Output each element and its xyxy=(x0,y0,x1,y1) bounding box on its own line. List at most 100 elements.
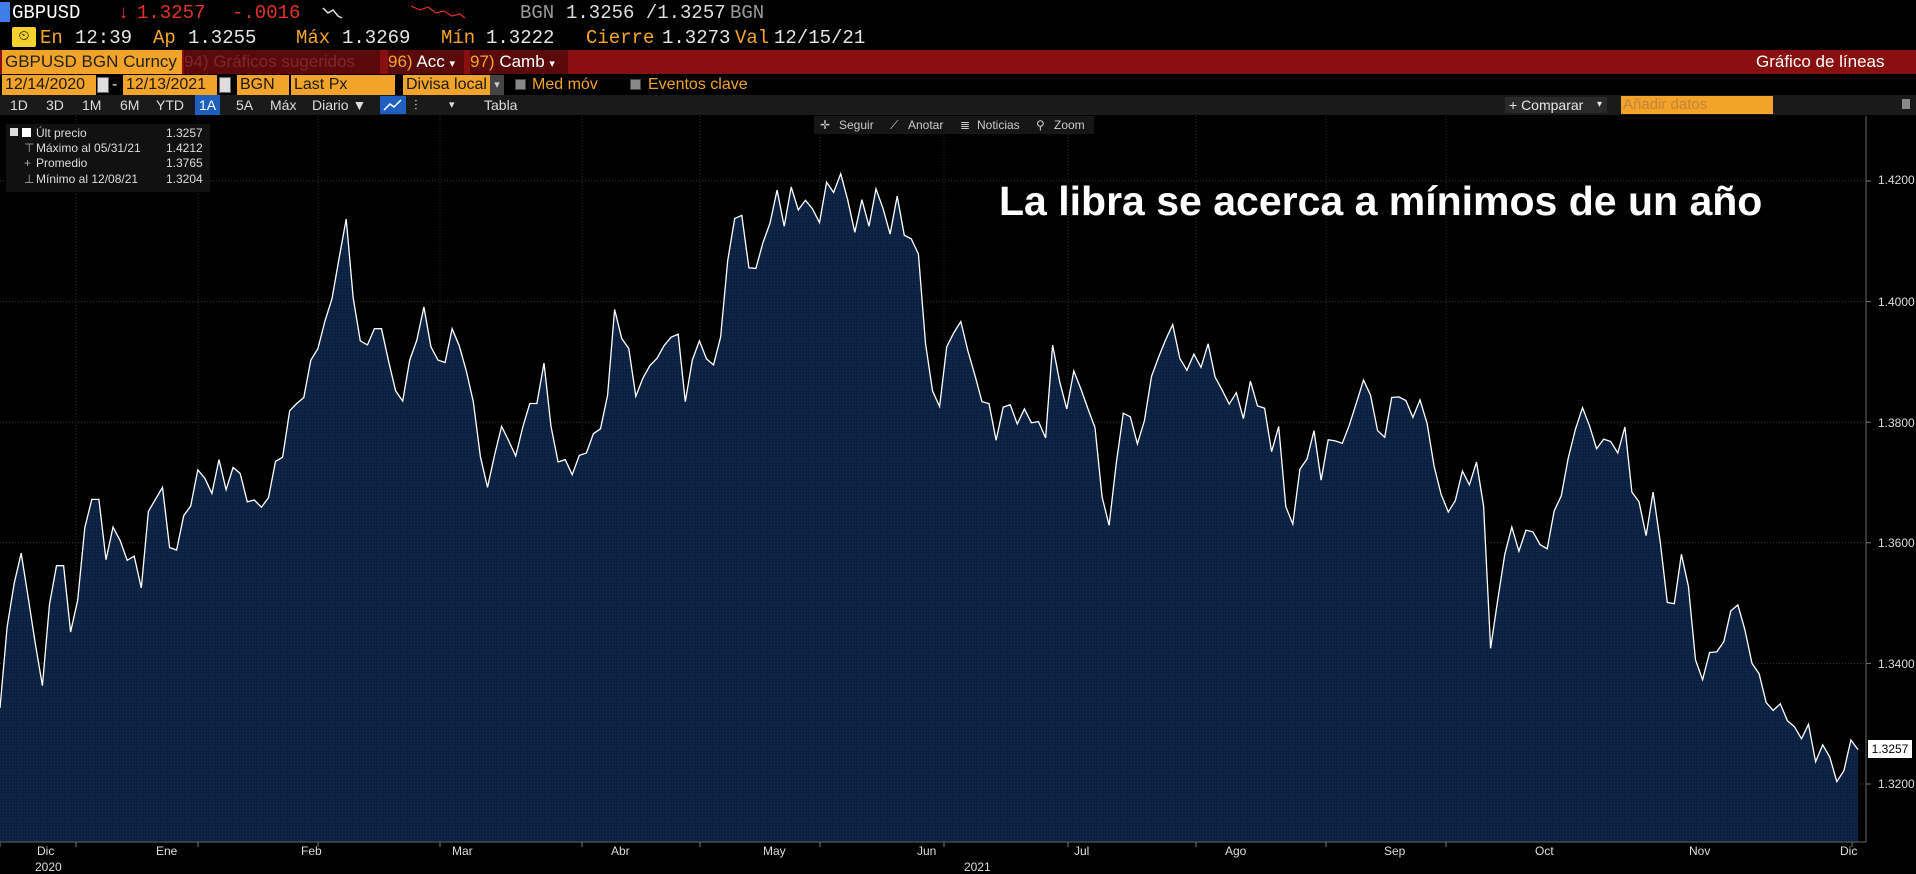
suggested-number: 94) xyxy=(184,52,209,71)
x-tick-label: Ene xyxy=(156,844,178,858)
line-chart-icon[interactable] xyxy=(380,96,406,114)
actions-number: 96) xyxy=(388,52,413,71)
chevron-down-icon[interactable]: ▾ xyxy=(490,75,504,95)
period-1d[interactable]: 1D xyxy=(10,97,28,113)
legend-max-label: Máximo al 05/31/21 xyxy=(36,141,141,155)
price-down-arrow-icon: ↓ xyxy=(118,2,130,24)
period-5a[interactable]: 5A xyxy=(236,97,254,113)
bar-chart-icon[interactable]: ⫶ xyxy=(414,97,418,113)
security-color-marker xyxy=(0,2,10,22)
start-date-field[interactable]: 12/14/2020 xyxy=(2,75,96,95)
add-data-input[interactable]: Añadir datos xyxy=(1621,96,1773,114)
chevron-down-icon: ▾ xyxy=(549,58,555,70)
search-icon[interactable]: ⚲ xyxy=(1036,118,1045,132)
news-icon[interactable]: ≣ xyxy=(960,118,971,132)
close-value: 1.3273 xyxy=(662,27,731,49)
suggested-label: Gráficos sugeridos xyxy=(213,52,356,71)
compare-button[interactable]: + Comparar ▾ xyxy=(1505,97,1607,113)
legend-avg-value: 1.3765 xyxy=(166,156,203,170)
close-label: Cierre xyxy=(586,27,655,49)
calendar-icon[interactable] xyxy=(97,77,109,93)
period-1m[interactable]: 1M xyxy=(82,97,102,113)
date-separator: - xyxy=(112,76,118,93)
end-date-field[interactable]: 12/13/2021 xyxy=(123,75,217,95)
source-field[interactable]: BGN xyxy=(237,75,289,95)
y-tick-label: 1.3200 xyxy=(1878,777,1915,791)
val-label: Val xyxy=(735,27,770,49)
pencil-icon[interactable]: ⟋ xyxy=(890,118,899,132)
security-field[interactable]: GBPUSD BGN Curncy xyxy=(2,50,182,74)
intraday-sparkline-icon xyxy=(322,7,343,19)
x-year-label: 2021 xyxy=(964,860,991,874)
x-tick-label: Abr xyxy=(611,844,630,858)
period-3d[interactable]: 3D xyxy=(46,97,64,113)
zoom-button[interactable]: Zoom xyxy=(1054,118,1085,132)
y-tick-label: 1.4000 xyxy=(1878,295,1915,309)
ticker-symbol[interactable]: GBPUSD xyxy=(12,2,81,24)
time-label: En xyxy=(40,27,63,49)
news-button[interactable]: Noticias xyxy=(977,118,1020,132)
y-tick-label: 1.3400 xyxy=(1878,657,1915,671)
legend-min-value: 1.3204 xyxy=(166,172,203,186)
chart-legend: Últ precio 1.3257 ⊤ Máximo al 05/31/21 1… xyxy=(6,124,210,192)
ticker-bar: GBPUSD ↓ 1.3257 -.0016 BGN 1.3256 /1.325… xyxy=(0,0,1916,26)
x-tick-label: Mar xyxy=(452,844,473,858)
currency-select[interactable]: Divisa local xyxy=(403,75,501,95)
x-tick-label: Sep xyxy=(1384,844,1406,858)
legend-min-label: Mínimo al 12/08/21 xyxy=(36,172,139,186)
key-events-label: Eventos clave xyxy=(648,76,748,93)
x-tick-label: Oct xyxy=(1535,844,1554,858)
price-chart[interactable] xyxy=(0,116,1916,874)
function-menubar: GBPUSD BGN Curncy 94) Gráficos sugeridos… xyxy=(0,50,1916,74)
annotate-button[interactable]: Anotar xyxy=(908,118,944,132)
actions-label: Acc xyxy=(416,52,445,71)
x-tick-label: May xyxy=(763,844,786,858)
x-tick-label: Feb xyxy=(301,844,322,858)
intraday-sparkline-red xyxy=(410,5,466,19)
period-max[interactable]: Máx xyxy=(270,97,297,113)
legend-collapse-icon[interactable] xyxy=(10,128,18,136)
low-marker-icon: ⊥ xyxy=(24,172,35,186)
chevron-down-icon: ▾ xyxy=(1597,99,1603,110)
x-tick-label: Jul xyxy=(1074,844,1090,858)
chart-canvas xyxy=(0,116,1871,847)
time-value: 12:39 xyxy=(75,27,133,49)
realtime-icon: ⏲ xyxy=(12,27,36,47)
last-price-tag: 1.3257 xyxy=(1868,740,1912,758)
period-1a[interactable]: 1A xyxy=(195,95,221,115)
x-tick-label: Jun xyxy=(917,844,937,858)
period-6m[interactable]: 6M xyxy=(120,97,140,113)
suggested-charts-menu[interactable]: 94) Gráficos sugeridos xyxy=(184,50,380,74)
change-number: 97) xyxy=(470,52,495,71)
x-tick-label: Dic xyxy=(37,844,55,858)
calendar-icon[interactable] xyxy=(219,77,231,93)
open-value: 1.3255 xyxy=(188,27,257,49)
price-line xyxy=(0,171,1859,784)
source-label-2: BGN xyxy=(730,2,765,24)
high-label: Máx xyxy=(296,27,331,49)
chevron-down-icon: ▾ xyxy=(449,58,455,70)
price-change: -.0016 xyxy=(232,2,301,24)
period-ytd[interactable]: YTD xyxy=(156,97,184,113)
change-label: Camb xyxy=(499,52,545,71)
field-selector[interactable]: Last Px xyxy=(291,75,395,95)
legend-avg-label: Promedio xyxy=(36,156,88,170)
x-tick-label: Ago xyxy=(1225,844,1247,858)
panel-toggle-icon[interactable] xyxy=(1902,99,1910,109)
x-year-label: 2020 xyxy=(35,860,62,874)
key-events-checkbox[interactable] xyxy=(630,79,641,90)
compare-label: + Comparar xyxy=(1509,97,1584,113)
low-value: 1.3222 xyxy=(486,27,555,49)
y-tick-label: 1.3800 xyxy=(1878,416,1915,430)
frequency-select[interactable]: Diario ▼ xyxy=(312,97,367,113)
crosshair-icon[interactable]: ✛ xyxy=(820,118,831,132)
series-swatch xyxy=(22,128,31,137)
table-button[interactable]: Tabla xyxy=(484,97,518,113)
moving-average-checkbox[interactable] xyxy=(515,79,526,90)
open-label: Ap xyxy=(153,27,176,49)
follow-button[interactable]: Seguir xyxy=(839,118,874,132)
actions-menu[interactable]: 96) Acc ▾ xyxy=(388,50,464,74)
moving-average-label: Med móv xyxy=(532,76,598,93)
chevron-down-icon[interactable]: ▾ xyxy=(449,99,455,111)
change-menu[interactable]: 97) Camb ▾ xyxy=(470,50,568,74)
